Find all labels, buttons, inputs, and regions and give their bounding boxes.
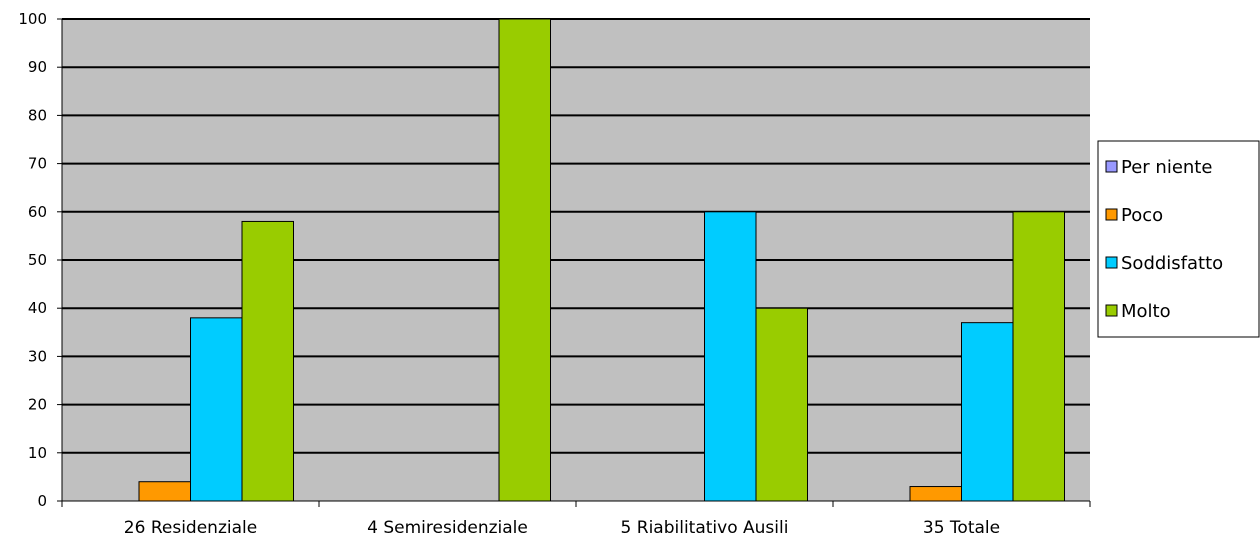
bar-molto bbox=[1012, 211, 1065, 502]
bar-soddisfatto bbox=[190, 317, 243, 502]
legend-label: Per niente bbox=[1121, 157, 1212, 178]
bar-molto bbox=[241, 220, 294, 502]
x-category-label: 35 Totale bbox=[923, 518, 1000, 538]
x-category-label: 26 Residenziale bbox=[124, 518, 257, 538]
legend-label: Molto bbox=[1121, 301, 1171, 322]
legend: Per niente Poco Soddisfatto Molto bbox=[1097, 140, 1260, 338]
y-tick-label: 0 bbox=[37, 492, 47, 510]
y-tick-label: 10 bbox=[28, 444, 47, 462]
x-category-label: 4 Semiresidenziale bbox=[367, 518, 528, 538]
bar-molto bbox=[498, 18, 551, 502]
x-category-label: 5 Riabilitativo Ausili bbox=[621, 518, 789, 538]
bar-poco bbox=[909, 486, 962, 502]
legend-swatch bbox=[1105, 160, 1118, 173]
bar-poco bbox=[138, 481, 191, 502]
legend-label: Poco bbox=[1121, 205, 1163, 226]
y-tick-label: 90 bbox=[28, 58, 47, 76]
bar-soddisfatto bbox=[704, 211, 757, 502]
legend-label: Soddisfatto bbox=[1121, 253, 1223, 274]
x-axis: 26 Residenziale 4 Semiresidenziale 5 Riabi… bbox=[61, 500, 1091, 538]
legend-swatch bbox=[1105, 304, 1118, 317]
bars bbox=[138, 18, 1065, 502]
y-tick-label: 80 bbox=[28, 106, 47, 124]
y-tick-label: 60 bbox=[28, 203, 47, 221]
y-tick-label: 40 bbox=[28, 299, 47, 317]
bar-soddisfatto bbox=[961, 322, 1014, 502]
legend-box bbox=[1097, 140, 1260, 338]
y-axis: 0 10 20 30 40 50 60 70 80 90 100 bbox=[18, 10, 63, 510]
y-tick-label: 30 bbox=[28, 347, 47, 365]
y-tick-label: 20 bbox=[28, 396, 47, 414]
bar-molto bbox=[755, 307, 808, 502]
y-tick-label: 70 bbox=[28, 155, 47, 173]
y-tick-label: 50 bbox=[28, 251, 47, 269]
y-tick-label: 100 bbox=[18, 10, 47, 28]
legend-swatch bbox=[1105, 256, 1118, 269]
legend-swatch bbox=[1105, 208, 1118, 221]
